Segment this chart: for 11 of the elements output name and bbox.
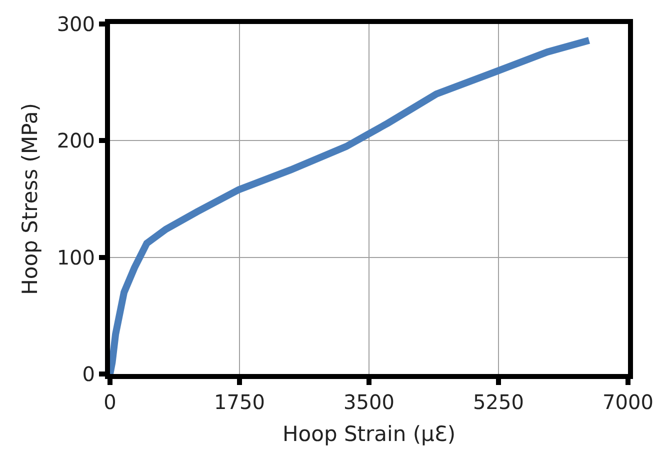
x-tick-label: 5250 — [473, 390, 524, 414]
y-tick-label: 0 — [82, 362, 95, 386]
y-axis-title: Hoop Stress (MPa) — [18, 103, 42, 295]
y-tick-label: 300 — [56, 12, 95, 36]
x-axis-title: Hoop Strain (µℇ) — [282, 422, 456, 446]
x-tick-label: 3500 — [344, 390, 394, 414]
y-tick-label: 100 — [56, 245, 95, 270]
x-tick-label: 0 — [104, 390, 116, 414]
x-tick-label: 1750 — [214, 390, 265, 414]
x-tick-label: 7000 — [602, 390, 654, 414]
y-tick-label: 200 — [56, 128, 95, 153]
